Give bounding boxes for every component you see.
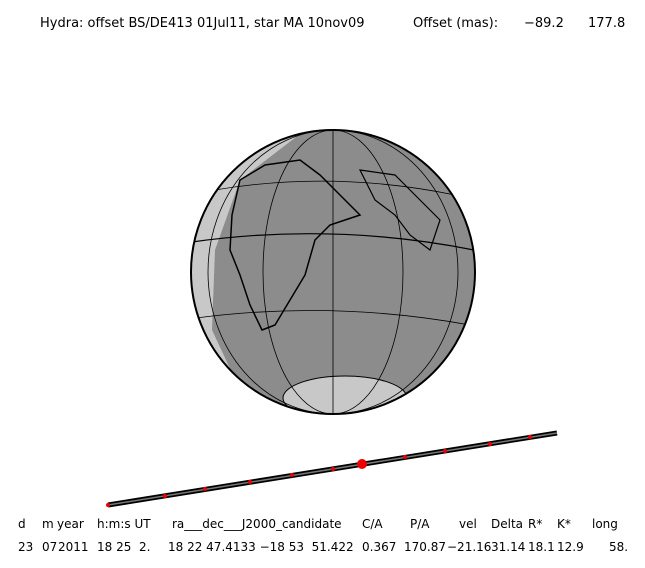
- column-header: P/A: [410, 517, 430, 531]
- column-header: long: [592, 517, 618, 531]
- offset-label: Offset (mas):: [413, 16, 498, 31]
- cell: 0.367: [362, 540, 396, 554]
- column-header: d: [18, 517, 26, 531]
- offset-y: 177.8: [588, 16, 625, 31]
- cell: 58.: [609, 540, 628, 554]
- column-header: ra___dec___J2000_candidate: [172, 517, 342, 531]
- offset-x: −89.2: [524, 16, 564, 31]
- cell: 31.14: [491, 540, 525, 554]
- cell: 18.1: [528, 540, 555, 554]
- column-header: R*: [528, 517, 542, 531]
- cell: 170.87: [404, 540, 446, 554]
- column-header: vel: [459, 517, 477, 531]
- globe: [190, 129, 476, 415]
- cell: 2011: [58, 540, 89, 554]
- cell: −21.16: [447, 540, 491, 554]
- cell: 18 22 47.4133 −18 53 51.422: [168, 540, 354, 554]
- cell: 23: [18, 540, 33, 554]
- shadow-track: [106, 430, 558, 508]
- column-header: year: [57, 517, 84, 531]
- column-header: K*: [557, 517, 571, 531]
- cell: 12.9: [557, 540, 584, 554]
- column-header: h:m:s UT: [97, 517, 151, 531]
- title: Hydra: offset BS/DE413 01Jul11, star MA …: [40, 16, 365, 31]
- column-header: m: [42, 517, 54, 531]
- cell: 18 25 2.: [97, 540, 150, 554]
- column-header: Delta: [491, 517, 523, 531]
- cell: 07: [42, 540, 57, 554]
- column-header: C/A: [362, 517, 383, 531]
